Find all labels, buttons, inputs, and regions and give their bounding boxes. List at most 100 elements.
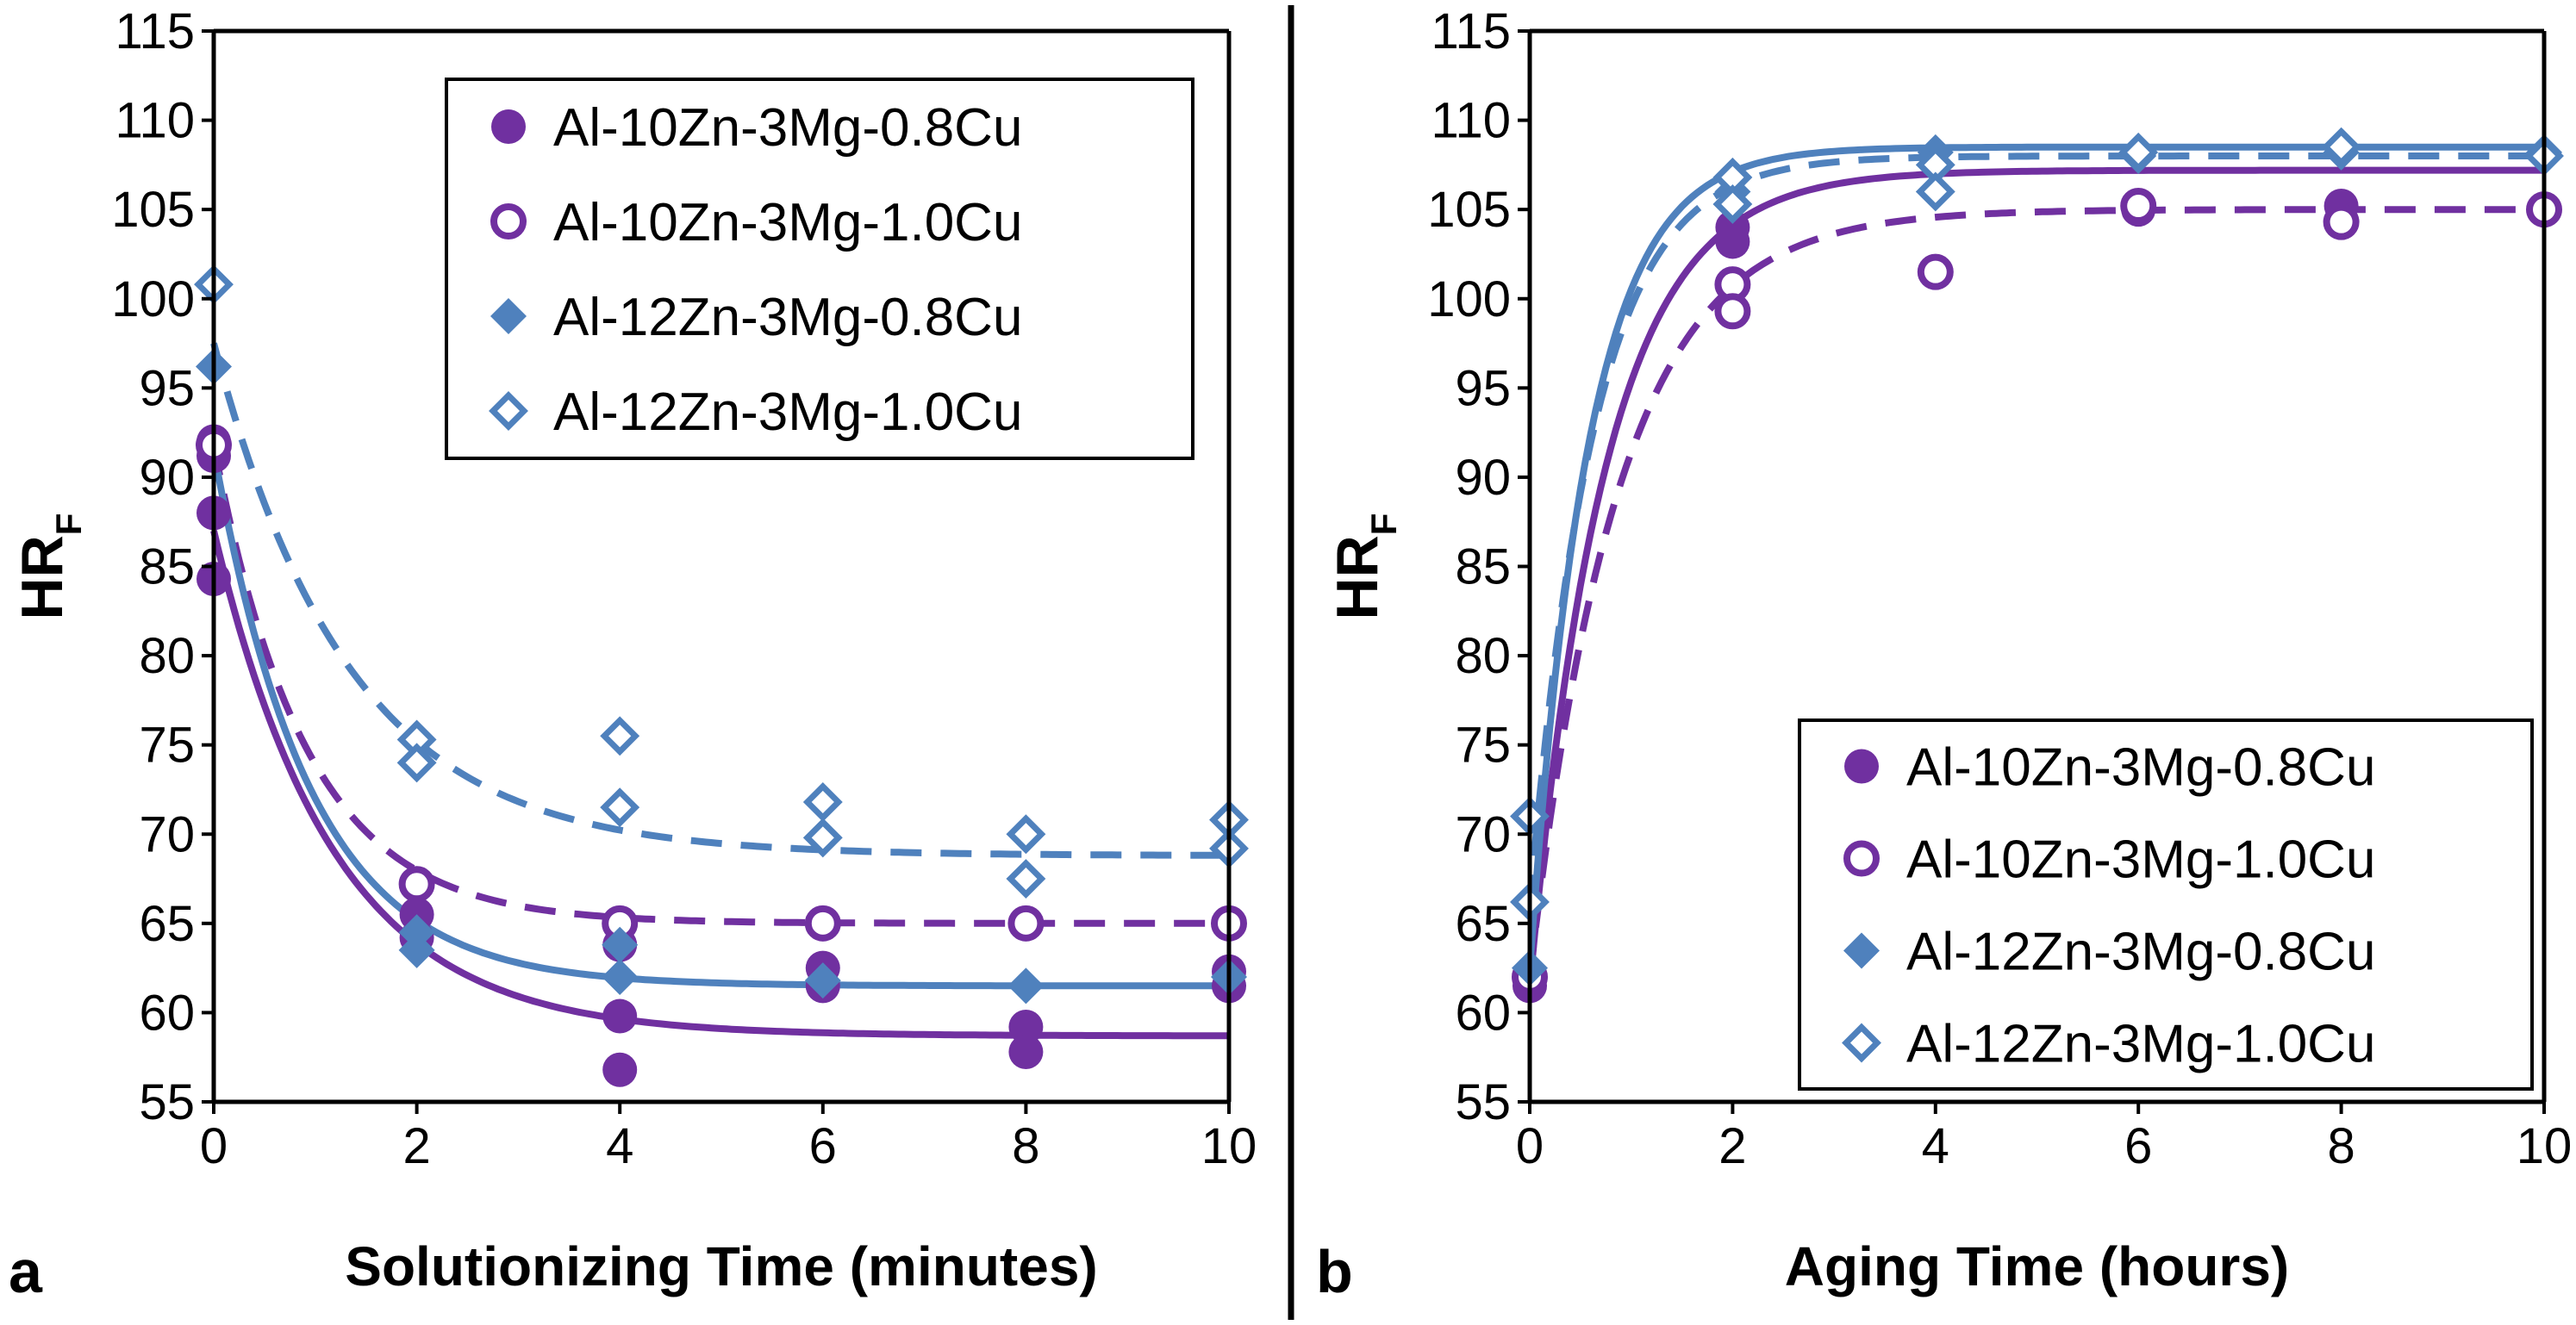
series-markers-a-2 xyxy=(196,348,1247,1005)
y-tick-label-a-8: 95 xyxy=(139,360,195,416)
legend-label-a-2: Al-12Zn-3Mg-0.8Cu xyxy=(553,288,1022,347)
fit-curve-b-2 xyxy=(1526,143,2544,968)
legend-marker-a-0 xyxy=(491,109,526,144)
y-axis-title-subscript-a: F xyxy=(48,513,89,536)
y-tick-label-b-9: 100 xyxy=(1427,271,1511,327)
y-tick-label-a-12: 115 xyxy=(115,3,195,59)
data-point-a-3-7 xyxy=(1006,814,1046,855)
y-tick-label-b-3: 70 xyxy=(1455,806,1511,862)
legend-label-b-3: Al-12Zn-3Mg-1.0Cu xyxy=(1906,1015,2375,1074)
legend-label-a-0: Al-10Zn-3Mg-0.8Cu xyxy=(553,98,1022,158)
data-point-a-1-3 xyxy=(804,905,841,942)
series-markers-a-1 xyxy=(196,426,1247,942)
y-axis-title-a: HRF xyxy=(9,513,89,620)
y-tick-label-a-11: 110 xyxy=(115,93,195,149)
data-point-b-1-4 xyxy=(2120,188,2157,225)
x-tick-label-a-0: 0 xyxy=(200,1118,228,1174)
x-tick-label-a-2: 4 xyxy=(606,1118,633,1174)
data-point-a-1-4 xyxy=(1007,905,1045,942)
data-point-b-1-5 xyxy=(2323,203,2360,240)
x-tick-label-b-5: 10 xyxy=(2517,1118,2573,1174)
data-point-a-3-8 xyxy=(1006,859,1046,899)
y-axis-title-b: HRF xyxy=(1325,513,1404,620)
y-tick-label-b-12: 115 xyxy=(1431,3,1511,59)
data-point-a-3-6 xyxy=(802,818,843,858)
data-point-a-0-8 xyxy=(602,1052,638,1087)
data-point-b-3-5 xyxy=(1915,171,1955,212)
y-tick-label-b-7: 90 xyxy=(1455,450,1511,506)
legend-label-b-1: Al-10Zn-3Mg-1.0Cu xyxy=(1906,830,2375,890)
data-point-a-2-6 xyxy=(1007,967,1045,1005)
fit-curve-b-0 xyxy=(1526,166,2544,986)
x-tick-label-b-4: 8 xyxy=(2327,1118,2355,1174)
y-tick-label-a-2: 65 xyxy=(139,896,195,952)
legend-b: Al-10Zn-3Mg-0.8Cu Al-10Zn-3Mg-1.0Cu Al-12Z… xyxy=(1798,718,2534,1091)
data-point-a-0-12 xyxy=(1008,1009,1044,1044)
y-axis-title-subscript-b: F xyxy=(1363,513,1404,536)
chart-panel-b: 55 60 65 70 75 80 85 90 95 100 105 110 115 0 2 4 6 8 10 Agi… xyxy=(1316,3,2572,1305)
y-tick-label-a-0: 55 xyxy=(139,1074,195,1130)
panel-label-a: a xyxy=(9,1238,43,1305)
x-axis-title-a: Solutionizing Time (minutes) xyxy=(345,1235,1097,1297)
y-tick-label-b-6: 85 xyxy=(1455,539,1511,595)
y-tick-label-b-10: 105 xyxy=(1427,182,1511,238)
legend-marker-b-3 xyxy=(1842,1023,1881,1063)
y-tick-label-a-7: 90 xyxy=(139,450,195,506)
data-point-a-2-4 xyxy=(602,958,639,995)
y-tick-label-b-2: 65 xyxy=(1455,896,1511,952)
legend-label-a-1: Al-10Zn-3Mg-1.0Cu xyxy=(553,193,1022,252)
legend-label-b-0: Al-10Zn-3Mg-0.8Cu xyxy=(1906,738,2375,798)
data-point-b-3-3 xyxy=(1712,184,1753,224)
fit-curve-b-1 xyxy=(1526,206,2544,978)
legend-label-b-2: Al-12Zn-3Mg-0.8Cu xyxy=(1906,923,2375,982)
x-tick-label-b-1: 2 xyxy=(1718,1118,1746,1174)
data-point-b-1-3 xyxy=(1917,253,1954,290)
legend-marker-b-0 xyxy=(1844,749,1879,784)
data-point-a-3-4 xyxy=(600,787,640,828)
legend-marker-b-2 xyxy=(1843,932,1880,969)
legend-marker-a-1 xyxy=(490,203,527,239)
y-tick-label-b-1: 60 xyxy=(1455,985,1511,1041)
legend-a: Al-10Zn-3Mg-0.8Cu Al-10Zn-3Mg-1.0Cu Al-12Z… xyxy=(445,78,1194,460)
y-tick-label-a-3: 70 xyxy=(139,806,195,862)
legend-box-b xyxy=(1798,718,2534,1091)
x-tick-label-b-2: 4 xyxy=(1922,1118,1949,1174)
y-tick-label-b-4: 75 xyxy=(1455,718,1511,774)
data-point-a-1-1 xyxy=(398,866,435,903)
x-tick-label-a-4: 8 xyxy=(1012,1118,1039,1174)
y-tick-label-b-11: 110 xyxy=(1431,93,1511,149)
y-tick-label-b-8: 95 xyxy=(1455,360,1511,416)
x-tick-label-b-3: 6 xyxy=(2124,1118,2152,1174)
data-point-a-3-5 xyxy=(802,782,843,822)
x-tick-label-a-1: 2 xyxy=(402,1118,430,1174)
y-tick-label-b-5: 80 xyxy=(1455,628,1511,684)
y-tick-label-a-4: 75 xyxy=(139,718,195,774)
data-point-b-3-7 xyxy=(2321,127,2361,167)
data-point-b-3-6 xyxy=(2118,132,2159,172)
legend-box-a xyxy=(445,78,1194,460)
y-tick-label-a-9: 100 xyxy=(111,271,195,327)
data-point-a-2-2 xyxy=(398,931,435,968)
y-tick-label-a-10: 105 xyxy=(111,182,195,238)
y-axis-title-main-b: HR xyxy=(1325,535,1390,619)
data-point-a-3-3 xyxy=(600,716,640,756)
fit-curve-b-3 xyxy=(1526,152,2544,906)
data-point-a-3-2 xyxy=(396,743,437,783)
fit-curve-a-3 xyxy=(210,342,1229,859)
fit-curve-a-0 xyxy=(210,530,1229,1040)
data-point-a-2-3 xyxy=(602,926,639,963)
chart-panel-a: 55 60 65 70 75 80 85 90 95 100 105 110 115 0 2 4 6 8 10 Sol… xyxy=(9,3,1257,1305)
data-point-a-0-7 xyxy=(602,998,638,1034)
data-point-a-2-5 xyxy=(804,962,841,999)
x-tick-label-a-3: 6 xyxy=(809,1118,837,1174)
x-axis-title-b: Aging Time (hours) xyxy=(1785,1235,2289,1297)
y-tick-label-a-6: 85 xyxy=(139,539,195,595)
data-point-b-0-2 xyxy=(1715,224,1750,259)
x-tick-label-b-0: 0 xyxy=(1516,1118,1544,1174)
y-tick-label-a-1: 60 xyxy=(139,985,195,1041)
panel-label-b: b xyxy=(1316,1238,1353,1305)
y-tick-label-b-0: 55 xyxy=(1455,1074,1511,1130)
y-tick-label-a-5: 80 xyxy=(139,628,195,684)
y-axis-title-main-a: HR xyxy=(9,535,75,619)
legend-marker-a-3 xyxy=(489,391,528,431)
